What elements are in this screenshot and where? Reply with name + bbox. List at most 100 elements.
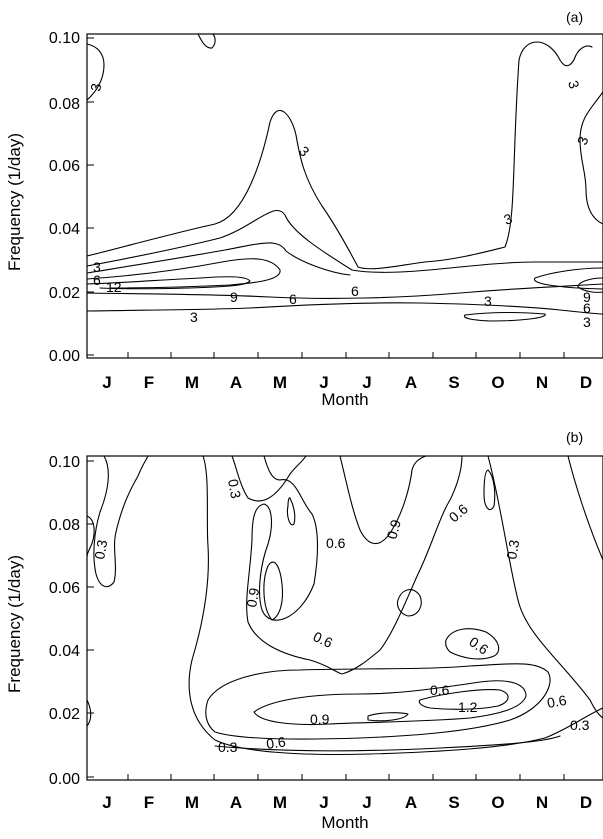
a-contour-corner-top-left: [86, 43, 105, 101]
a-xtick-may: M: [273, 373, 287, 392]
b-xtick-jan: J: [102, 793, 111, 812]
a-ytick-0.10: 0.10: [49, 30, 80, 47]
a-xtick-dec: D: [580, 373, 592, 392]
b-contour-mid-0.3: [231, 455, 307, 502]
b-xtick-jun: J: [319, 793, 328, 812]
a-xtick-oct: O: [491, 373, 504, 392]
b-label-0.6: 0.6: [466, 633, 491, 657]
b-xtick-jul: J: [362, 793, 371, 812]
b-contour-1.2: [418, 689, 509, 710]
a-contour-outer-6-upper: [86, 209, 603, 273]
b-label-0.9: 0.9: [243, 586, 262, 608]
a-xtick-feb: F: [144, 373, 154, 392]
a-contour-right-3: [579, 91, 603, 225]
b-contour-bottom-0.3: [214, 735, 561, 752]
a-contour-right-inner-6: [533, 267, 603, 290]
b-ytick-0.04: 0.04: [49, 643, 80, 660]
a-contour-lower-6: [86, 283, 603, 299]
b-xtick-apr: A: [230, 793, 242, 812]
a-contour-outer-3: [86, 41, 593, 270]
a-label-3: 3: [574, 134, 592, 147]
a-label-6: 6: [583, 300, 591, 316]
a-plot-frame: [86, 33, 603, 359]
b-ytick-0.00: 0.00: [49, 771, 80, 788]
a-xtick-nov: N: [536, 373, 548, 392]
a-contours: [86, 33, 603, 322]
b-label-0.9: 0.9: [383, 518, 404, 541]
b-contour-mid-0.6: [246, 455, 463, 675]
b-contour-top-left-0.3: [93, 455, 149, 588]
b-contour-circle-0.6: [396, 589, 422, 617]
a-ytick-0.00: 0.00: [49, 348, 80, 365]
a-contour-right-small-3: [463, 312, 546, 322]
a-label-6: 6: [289, 291, 297, 307]
panel-a-label: (a): [566, 9, 583, 25]
b-label-0.3: 0.3: [570, 717, 590, 733]
b-contour-right-0.6: [567, 455, 603, 561]
b-contour-labels: 0.3 0.3 0.6 0.9 0.6 0.6 0.3 0.9 0.6 0.6 …: [91, 478, 589, 755]
b-label-1.2: 1.2: [458, 699, 478, 715]
b-label-0.3: 0.3: [218, 739, 238, 755]
b-ytick-0.02: 0.02: [49, 706, 80, 723]
a-xtick-jul: J: [362, 373, 371, 392]
b-ytick-0.06: 0.06: [49, 580, 80, 597]
b-label-0.3: 0.3: [503, 538, 522, 560]
b-xtick-feb: F: [144, 793, 154, 812]
a-label-3: 3: [190, 309, 198, 325]
panel-b-label: (b): [566, 429, 583, 445]
a-contour-9: [86, 258, 281, 289]
b-label-0.6: 0.6: [446, 500, 471, 525]
a-label-3: 3: [484, 293, 492, 309]
a-label-3: 3: [87, 82, 104, 93]
b-xlabel: Month: [321, 813, 368, 832]
a-label-3: 3: [583, 314, 591, 330]
b-label-0.6: 0.6: [311, 628, 336, 651]
a-ytick-0.08: 0.08: [49, 96, 80, 113]
b-label-0.3: 0.3: [225, 478, 244, 500]
b-contour-right-0.3: [487, 455, 603, 719]
a-contour-6: [86, 242, 351, 276]
b-ylabel: Frequency (1/day): [5, 555, 24, 693]
a-label-3: 3: [502, 210, 515, 228]
a-xtick-aug: A: [405, 373, 417, 392]
b-label-0.6: 0.6: [430, 682, 450, 698]
a-label-6: 6: [351, 283, 359, 299]
b-ytick-0.10: 0.10: [49, 454, 80, 471]
b-contour-0.9-mid: [263, 561, 284, 621]
b-contour-left-edge-small: [86, 699, 92, 727]
a-xtick-jun: J: [319, 373, 328, 392]
a-xtick-jan: J: [102, 373, 111, 392]
b-label-0.9: 0.9: [310, 711, 330, 727]
b-xtick-mar: M: [185, 793, 199, 812]
a-ytick-0.06: 0.06: [49, 158, 80, 175]
b-label-0.6: 0.6: [326, 535, 346, 551]
a-contour-right-inner-9: [577, 277, 603, 293]
b-xtick-nov: N: [536, 793, 548, 812]
b-contours: [86, 455, 603, 756]
a-contour-12: [86, 276, 251, 290]
a-ytick-0.04: 0.04: [49, 221, 80, 238]
b-contour-0.9-inner: [253, 680, 527, 726]
b-xtick-oct: O: [491, 793, 504, 812]
a-label-3: 3: [93, 259, 101, 275]
b-contour-outer-0.3: [188, 455, 603, 756]
a-xtick-mar: M: [185, 373, 199, 392]
a-label-9: 9: [583, 289, 591, 305]
a-ticks: [87, 37, 565, 358]
b-xtick-sep: S: [448, 793, 459, 812]
a-xtick-sep: S: [448, 373, 459, 392]
b-xtick-dec: D: [580, 793, 592, 812]
b-xtick-aug: A: [405, 793, 417, 812]
a-label-12: 12: [106, 279, 122, 295]
panel-b: (b) 0.10 0.08 0.06 0.04 0.02 0.00 Freque…: [5, 429, 603, 832]
b-xtick-may: M: [273, 793, 287, 812]
b-contour-0.6-inner: [205, 663, 551, 740]
b-plot-frame: [86, 455, 603, 781]
a-label-6: 6: [93, 272, 101, 288]
b-contour-small-ellipse-2: [483, 469, 496, 511]
panel-a: (a) 0.10 0.08 0.06 0.04 0.02 0.00 Freque…: [5, 9, 603, 409]
a-label-3: 3: [565, 79, 583, 91]
b-contour-0.9-upper: [339, 455, 427, 545]
b-contour-left-edge: [86, 515, 95, 558]
